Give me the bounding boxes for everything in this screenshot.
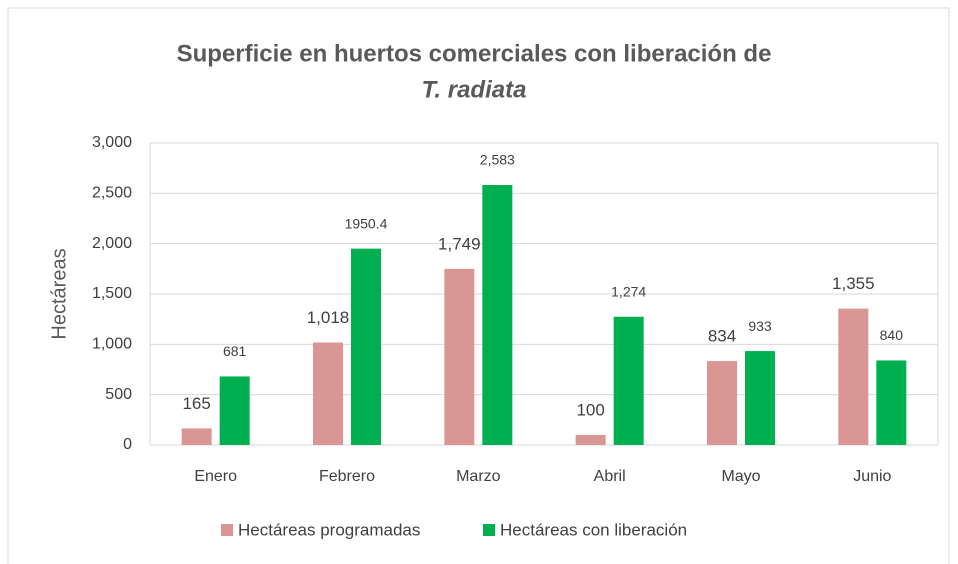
bar	[219, 376, 250, 445]
data-label: 2,583	[480, 152, 515, 168]
bar	[181, 428, 212, 445]
y-tick-label: 1,500	[92, 285, 132, 302]
legend-swatch	[483, 524, 495, 536]
x-tick-label: Febrero	[319, 468, 375, 485]
data-label: 165	[182, 394, 210, 413]
y-tick-label: 1,000	[92, 336, 132, 353]
data-label: 840	[880, 327, 904, 343]
data-label: 834	[708, 327, 736, 346]
legend-swatch	[221, 524, 233, 536]
x-tick-label: Abril	[594, 468, 626, 485]
bar	[707, 361, 737, 445]
x-tick-label: Marzo	[456, 468, 501, 485]
chart-border	[7, 7, 950, 564]
y-tick-label: 2,000	[92, 235, 132, 252]
bar	[482, 184, 513, 445]
data-label: 1,018	[307, 308, 350, 327]
bar	[838, 308, 869, 445]
legend-label: Hectáreas con liberación	[500, 520, 687, 539]
bar	[745, 351, 775, 445]
bar	[575, 434, 606, 445]
y-tick-label: 2,500	[92, 185, 132, 202]
data-label: 1950.4	[345, 215, 388, 231]
bar	[876, 360, 907, 445]
y-axis-label: Hectáreas	[48, 248, 70, 339]
data-label: 1,749	[438, 234, 481, 253]
bar	[444, 268, 475, 445]
x-tick-label: Enero	[194, 468, 237, 485]
x-tick-label: Mayo	[721, 468, 760, 485]
x-tick-label: Junio	[853, 468, 891, 485]
bar	[613, 316, 644, 445]
legend-label: Hectáreas programadas	[238, 520, 420, 539]
data-label: 681	[223, 343, 247, 359]
chart-title: Superficie en huertos comerciales con li…	[177, 40, 772, 67]
data-label: 1,355	[832, 274, 875, 293]
y-tick-label: 0	[123, 436, 132, 453]
data-label: 1,274	[611, 283, 646, 299]
y-tick-label: 3,000	[92, 134, 132, 151]
bar	[313, 342, 343, 445]
data-label: 100	[576, 400, 604, 419]
y-tick-label: 500	[105, 386, 132, 403]
chart-title-italic: T. radiata	[422, 76, 527, 103]
bar	[351, 248, 381, 445]
data-label: 933	[748, 318, 772, 334]
